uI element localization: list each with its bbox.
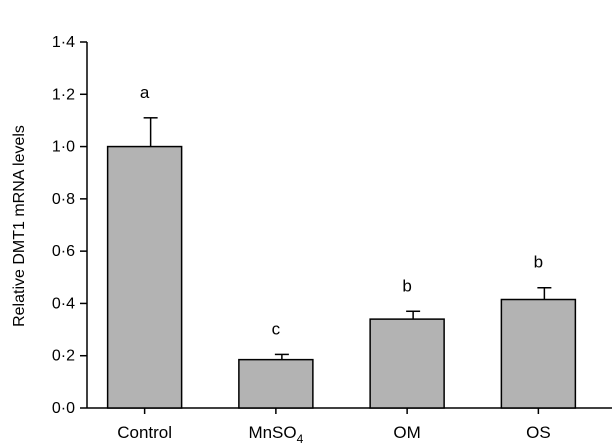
x-category-label: MnSO4 xyxy=(248,423,303,445)
bar-control xyxy=(106,145,183,409)
bar-om xyxy=(369,318,445,409)
x-axis: Control MnSO4 OM OS xyxy=(87,407,612,445)
x-category-label: OM xyxy=(393,423,420,442)
y-tick-label: 1·2 xyxy=(52,86,75,103)
y-tick-label: 0·0 xyxy=(52,400,75,417)
y-axis: 0·0 0·2 0·4 0·6 0·8 1·0 1·2 1·4 xyxy=(52,34,88,417)
significance-letter: a xyxy=(140,83,150,102)
significance-letter: b xyxy=(534,253,543,272)
y-tick-label: 0·8 xyxy=(52,191,75,208)
x-labels: Control MnSO4 OM OS xyxy=(117,408,551,445)
y-tick-label: 0·6 xyxy=(52,243,75,260)
x-category-label: Control xyxy=(117,423,172,442)
significance-letter: b xyxy=(402,276,411,295)
significance-letter: c xyxy=(272,319,281,338)
y-tick-label: 0·2 xyxy=(52,348,75,365)
y-ticks: 0·0 0·2 0·4 0·6 0·8 1·0 1·2 1·4 xyxy=(52,34,87,417)
x-category-label: OS xyxy=(526,423,551,442)
bar-os xyxy=(500,298,577,409)
bar-mnso4 xyxy=(238,358,314,409)
error-bars xyxy=(143,117,552,360)
y-tick-label: 1·4 xyxy=(52,34,75,51)
bars xyxy=(106,145,577,409)
y-tick-label: 1·0 xyxy=(52,139,75,156)
significance-letters: a c b b xyxy=(140,83,543,339)
y-tick-label: 0·4 xyxy=(52,295,75,312)
y-axis-title: Relative DMT1 mRNA levels xyxy=(11,125,28,327)
